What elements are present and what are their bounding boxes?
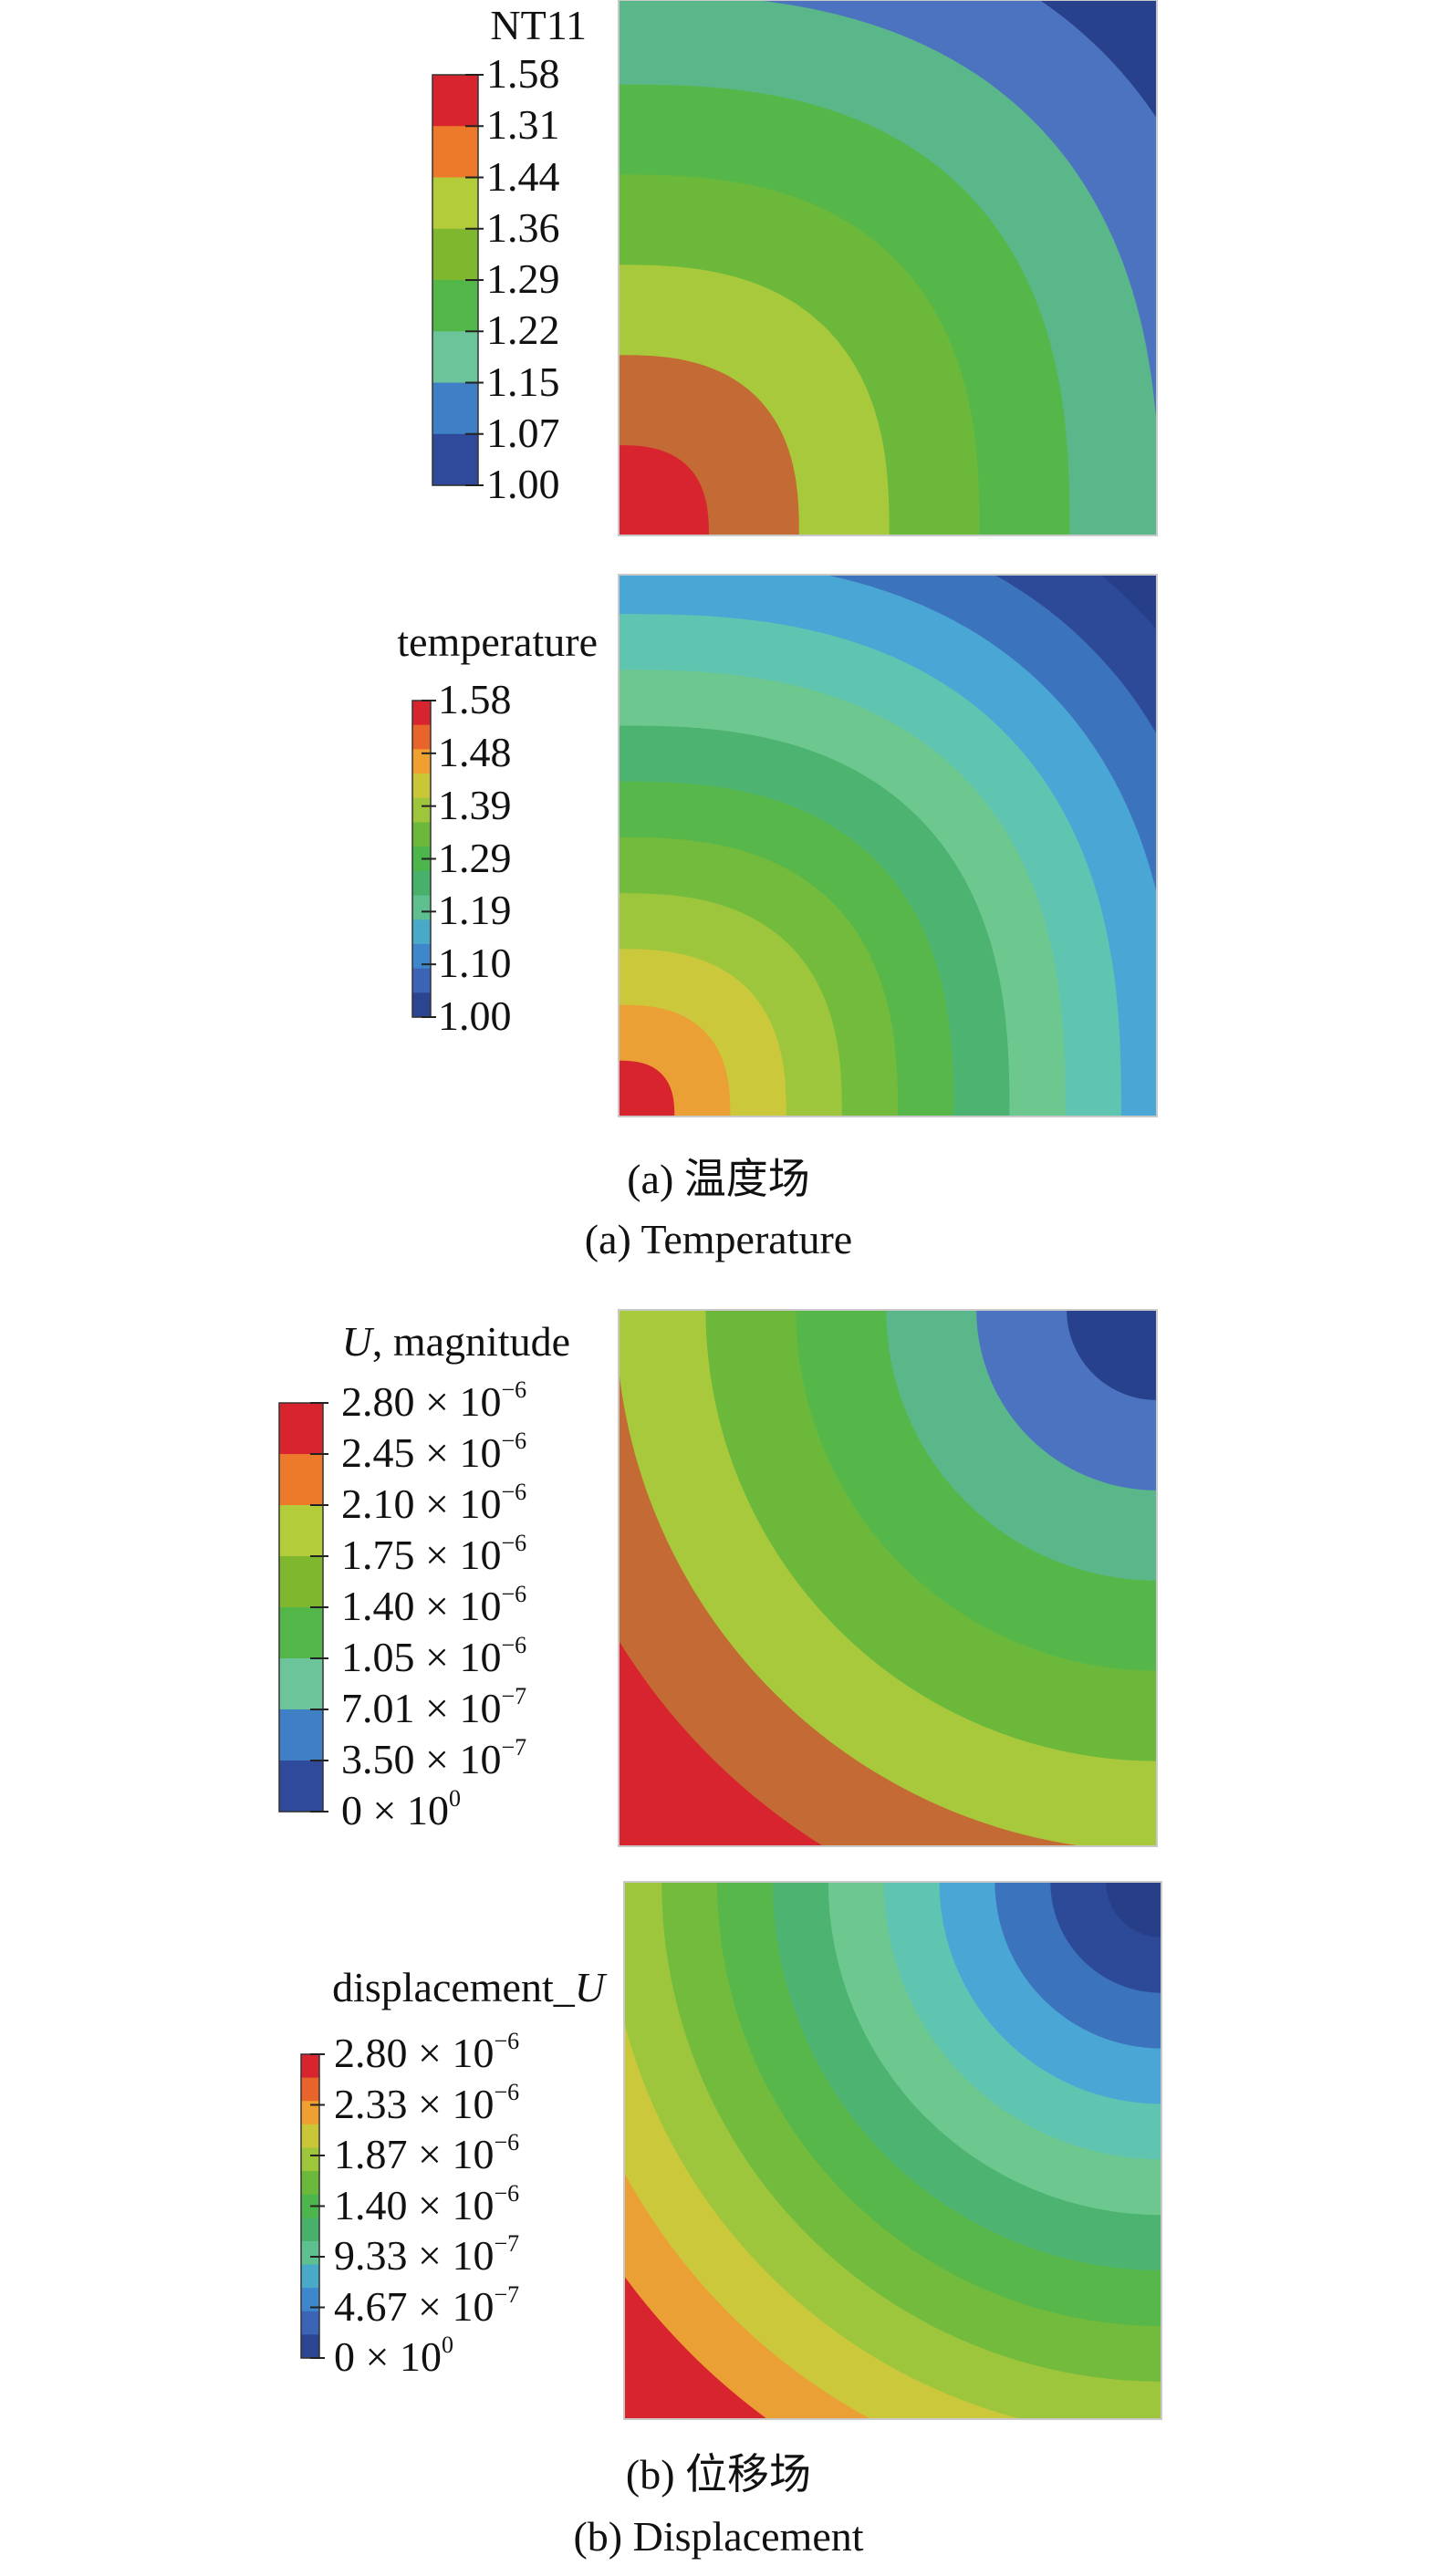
legend-tick-label: 7.01 × 10−7 — [341, 1683, 527, 1731]
legend-tick-label: 1.36 — [486, 203, 560, 251]
colorbar-swatch — [301, 2218, 319, 2242]
colorbar-swatch — [412, 822, 431, 847]
legend-tick-label: 1.31 — [486, 101, 560, 149]
colorbar-swatch — [432, 126, 478, 179]
legend-tick-label: 1.75 × 10−6 — [341, 1530, 527, 1578]
temperature-field-nt11 — [618, 0, 1158, 536]
colorbar-swatch — [279, 1505, 323, 1557]
colorbar-swatch — [412, 701, 431, 726]
field-band — [1067, 1310, 1157, 1400]
legend-tick-label: 1.40 × 10−6 — [334, 2179, 520, 2228]
legend-title-nt11: NT11 — [490, 2, 587, 48]
legend-tick-label: 1.58 — [486, 50, 560, 97]
legend-tick-label: 1.44 — [486, 152, 560, 200]
legend-tick-label: 2.80 × 10−6 — [341, 1376, 527, 1425]
legend-tick-label: 0 × 100 — [334, 2332, 453, 2380]
colorbar-swatch — [432, 177, 478, 230]
colorbar-swatch — [301, 2240, 319, 2266]
colorbar-swatch — [412, 870, 431, 897]
legend-tick-label: 1.29 — [438, 834, 512, 881]
colorbar-swatch — [432, 433, 478, 486]
colorbar-swatch — [279, 1454, 323, 1506]
legend-tick-label: 1.00 — [438, 992, 512, 1039]
displacement-field-predicted — [623, 1881, 1162, 2420]
colorbar-swatch — [412, 919, 431, 945]
colorbar-swatch — [301, 2311, 319, 2335]
colorbar-swatch — [301, 2077, 319, 2102]
legend-tick-label: 1.58 — [438, 676, 512, 722]
colorbar-swatch — [412, 968, 431, 993]
legend-title-u-magnitude: U, magnitude — [341, 1318, 570, 1365]
legend-tick-label: 1.22 — [486, 306, 560, 354]
colorbar-swatch — [279, 1403, 323, 1455]
legend-tick-label: 1.05 × 10−6 — [341, 1632, 527, 1680]
field-band — [1106, 1882, 1161, 1937]
colorbar-swatch — [432, 331, 478, 384]
caption-a-en: (a) Temperature — [584, 1216, 853, 1262]
legend-tick-label: 2.10 × 10−6 — [341, 1479, 527, 1527]
legend-tick-label: 1.19 — [438, 887, 512, 934]
colorbar-temperature — [411, 700, 436, 1018]
colorbar-swatch — [301, 2171, 319, 2196]
colorbar-swatch — [412, 895, 431, 920]
colorbar-swatch — [432, 228, 478, 281]
caption-b-cn: (b) 位移场 — [625, 2451, 812, 2498]
colorbar-nt11 — [432, 74, 484, 486]
colorbar-swatch — [279, 1709, 323, 1761]
field-frame — [618, 574, 1158, 1117]
field-frame — [618, 0, 1158, 536]
colorbar-swatch — [412, 749, 431, 774]
legend-title-temperature: temperature — [397, 618, 598, 665]
legend-tick-label: 2.45 × 10−6 — [341, 1428, 527, 1476]
colorbar-swatch — [412, 774, 431, 799]
field-frame — [623, 1881, 1162, 2420]
legend-tick-label: 1.07 — [486, 409, 560, 456]
colorbar-swatch — [301, 2124, 319, 2149]
colorbar-swatch — [279, 1658, 323, 1710]
colorbar-swatch — [432, 280, 478, 332]
legend-tick-label: 1.15 — [486, 358, 560, 405]
legend-tick-label: 1.10 — [438, 940, 512, 987]
colorbar-swatch — [301, 2101, 319, 2125]
caption-b-en: (b) Displacement — [573, 2513, 864, 2560]
legend-tick-label: 0 × 100 — [341, 1785, 461, 1833]
legend-tick-label: 9.33 × 10−7 — [334, 2230, 520, 2279]
legend-tick-label: 1.87 × 10−6 — [334, 2129, 520, 2177]
colorbar-swatch — [301, 2334, 319, 2359]
field-band — [619, 1060, 675, 1117]
legend-tick-label: 1.39 — [438, 781, 512, 828]
colorbar-swatch — [432, 382, 478, 435]
caption-a-cn: (a) 温度场 — [627, 1156, 810, 1202]
colorbar-swatch — [412, 992, 431, 1018]
colorbar-swatch — [279, 1761, 323, 1813]
legend-tick-label: 1.48 — [438, 728, 512, 775]
field-frame — [618, 1309, 1158, 1847]
temperature-field-predicted — [618, 574, 1158, 1117]
colorbar-u-magnitude — [278, 1402, 328, 1813]
field-band — [619, 445, 709, 535]
legend-tick-label: 2.80 × 10−6 — [334, 2028, 520, 2076]
legend-tick-label: 3.50 × 10−7 — [341, 1734, 527, 1782]
colorbar-swatch — [279, 1607, 323, 1659]
legend-tick-label: 4.67 × 10−7 — [334, 2280, 520, 2330]
colorbar-swatch — [279, 1556, 323, 1608]
colorbar-swatch — [301, 2264, 319, 2289]
colorbar-swatch — [301, 2288, 319, 2312]
legend-title-displacement-u: displacement_U — [332, 1964, 605, 2010]
legend-tick-label: 1.40 × 10−6 — [341, 1581, 527, 1629]
colorbar-swatch — [412, 943, 431, 970]
colorbar-swatch — [432, 75, 478, 127]
colorbar-swatch — [301, 2054, 319, 2079]
colorbar-swatch — [412, 724, 431, 750]
displacement-field-u-magnitude — [618, 1309, 1158, 1847]
colorbar-displacement-u — [300, 2053, 325, 2359]
colorbar-swatch — [412, 797, 431, 824]
legend-tick-label: 1.00 — [486, 461, 560, 507]
legend-tick-label: 1.29 — [486, 255, 560, 302]
colorbar-swatch — [301, 2147, 319, 2172]
legend-tick-label: 2.33 × 10−6 — [334, 2078, 520, 2127]
